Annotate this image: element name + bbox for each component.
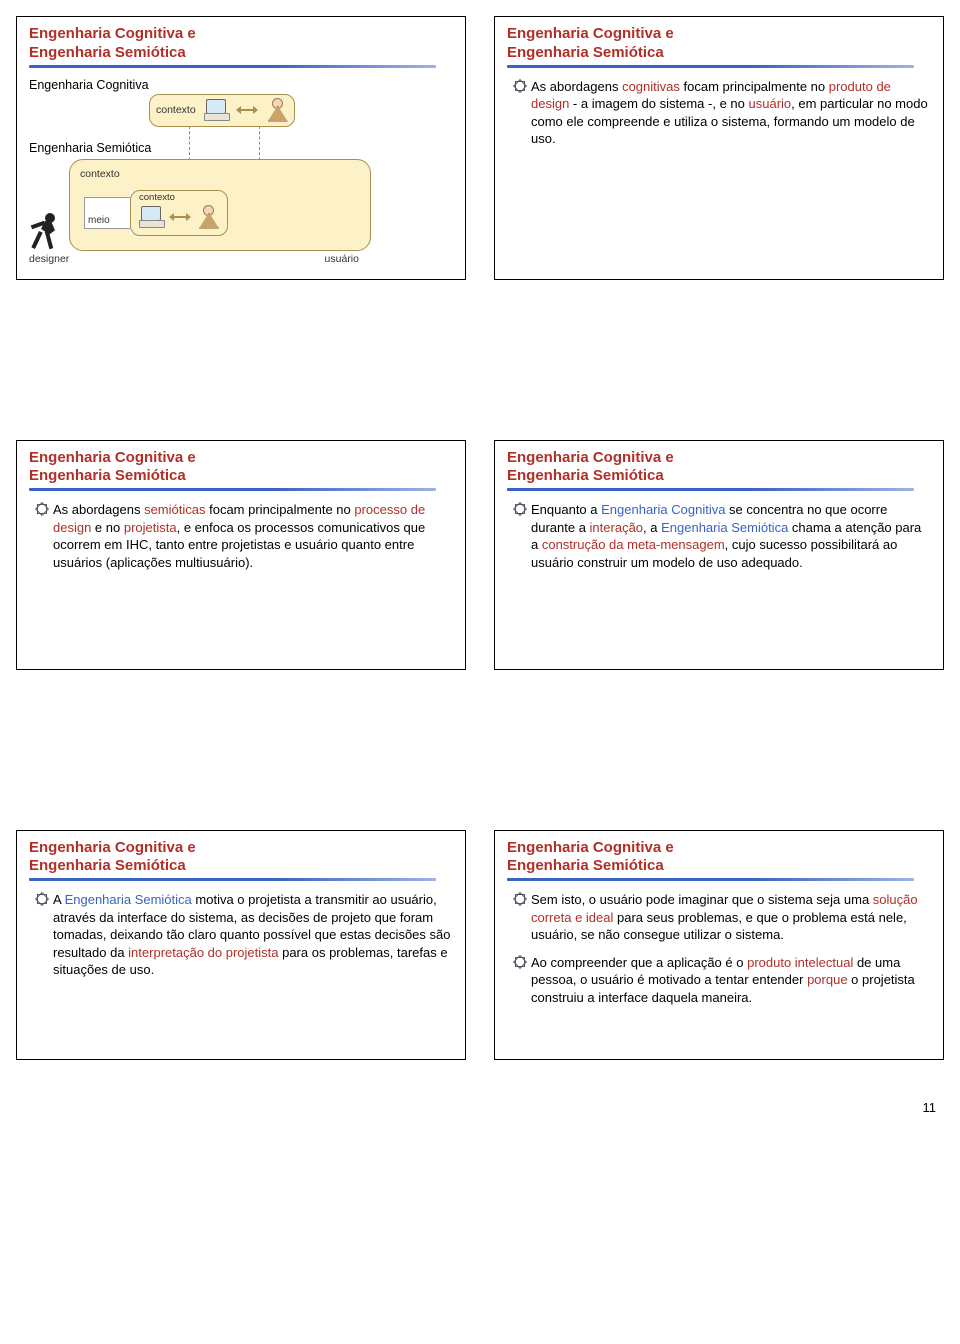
title-line2: Engenharia Semiótica bbox=[507, 44, 664, 61]
person-icon bbox=[197, 205, 219, 229]
double-arrow-icon bbox=[169, 213, 191, 221]
title-line2: Engenharia Semiótica bbox=[29, 467, 186, 484]
title-line1: Engenharia Cognitiva e bbox=[507, 25, 674, 42]
slide-title: Engenharia Cognitiva e Engenharia Semiót… bbox=[29, 839, 453, 877]
bullet-text: As abordagens semióticas focam principal… bbox=[53, 501, 453, 571]
bullet-icon bbox=[515, 957, 525, 967]
title-underline bbox=[507, 488, 914, 491]
bullet-icon bbox=[515, 894, 525, 904]
title-underline bbox=[29, 488, 436, 491]
double-arrow-icon bbox=[236, 106, 258, 114]
context-label: contexto bbox=[80, 168, 360, 180]
label-cognitiva: Engenharia Cognitiva bbox=[29, 78, 453, 92]
bullet-icon bbox=[37, 504, 47, 514]
slide-6: Engenharia Cognitiva e Engenharia Semiót… bbox=[494, 830, 944, 1060]
bullet-text: Enquanto a Engenharia Cognitiva se conce… bbox=[531, 501, 931, 571]
bullet-item: Ao compreender que a aplicação é o produ… bbox=[515, 954, 931, 1007]
bullet-text: As abordagens cognitivas focam principal… bbox=[531, 78, 931, 148]
bullet-text: Ao compreender que a aplicação é o produ… bbox=[531, 954, 931, 1007]
bullet-icon bbox=[515, 81, 525, 91]
runner-icon bbox=[29, 213, 63, 251]
semiotica-row: contexto meio contexto bbox=[29, 159, 453, 251]
slide-5: Engenharia Cognitiva e Engenharia Semiót… bbox=[16, 830, 466, 1060]
slide-3: Engenharia Cognitiva e Engenharia Semiót… bbox=[16, 440, 466, 670]
title-line2: Engenharia Semiótica bbox=[507, 467, 664, 484]
title-line1: Engenharia Cognitiva e bbox=[29, 25, 196, 42]
label-semiotica: Engenharia Semiótica bbox=[29, 141, 453, 155]
title-underline bbox=[29, 878, 436, 881]
title-underline bbox=[507, 878, 914, 881]
bullet-text: A Engenharia Semiótica motiva o projetis… bbox=[53, 891, 453, 979]
meio-label: meio bbox=[88, 215, 110, 226]
context-label: contexto bbox=[139, 192, 175, 203]
page-number: 11 bbox=[16, 1100, 944, 1115]
slide-title: Engenharia Cognitiva e Engenharia Semiót… bbox=[507, 839, 931, 877]
slide-2: Engenharia Cognitiva e Engenharia Semiót… bbox=[494, 16, 944, 280]
diagram: Engenharia Cognitiva contexto Engenharia… bbox=[29, 78, 453, 265]
inner-context-box: contexto bbox=[130, 190, 228, 236]
slides-grid: Engenharia Cognitiva e Engenharia Semiót… bbox=[16, 16, 944, 1060]
bullet-text: Sem isto, o usuário pode imaginar que o … bbox=[531, 891, 931, 944]
title-line2: Engenharia Semiótica bbox=[29, 44, 186, 61]
context-label: contexto bbox=[156, 104, 196, 116]
slide-title: Engenharia Cognitiva e Engenharia Semiót… bbox=[507, 25, 931, 63]
bullet-item: As abordagens semióticas focam principal… bbox=[37, 501, 453, 571]
outer-context-box: contexto meio contexto bbox=[69, 159, 371, 251]
title-underline bbox=[507, 65, 914, 68]
diagram-bottom-labels: designer usuário bbox=[29, 253, 365, 265]
title-line1: Engenharia Cognitiva e bbox=[29, 839, 196, 856]
designer-label: designer bbox=[29, 253, 69, 265]
title-line1: Engenharia Cognitiva e bbox=[507, 839, 674, 856]
bullet-item: A Engenharia Semiótica motiva o projetis… bbox=[37, 891, 453, 979]
cognitiva-context-box: contexto bbox=[149, 94, 295, 127]
bullet-item: As abordagens cognitivas focam principal… bbox=[515, 78, 931, 148]
bullet-item: Sem isto, o usuário pode imaginar que o … bbox=[515, 891, 931, 944]
title-line2: Engenharia Semiótica bbox=[507, 857, 664, 874]
computer-icon bbox=[204, 99, 228, 121]
slide-title: Engenharia Cognitiva e Engenharia Semiót… bbox=[29, 25, 453, 63]
slide-title: Engenharia Cognitiva e Engenharia Semiót… bbox=[29, 449, 453, 487]
usuario-label: usuário bbox=[325, 253, 359, 265]
title-line2: Engenharia Semiótica bbox=[29, 857, 186, 874]
title-underline bbox=[29, 65, 436, 68]
slide-4: Engenharia Cognitiva e Engenharia Semiót… bbox=[494, 440, 944, 670]
bullet-icon bbox=[515, 504, 525, 514]
slide-title: Engenharia Cognitiva e Engenharia Semiót… bbox=[507, 449, 931, 487]
title-line1: Engenharia Cognitiva e bbox=[29, 449, 196, 466]
title-line1: Engenharia Cognitiva e bbox=[507, 449, 674, 466]
person-icon bbox=[266, 98, 288, 122]
computer-icon bbox=[139, 206, 163, 228]
bullet-icon bbox=[37, 894, 47, 904]
slide-1: Engenharia Cognitiva e Engenharia Semiót… bbox=[16, 16, 466, 280]
bullet-item: Enquanto a Engenharia Cognitiva se conce… bbox=[515, 501, 931, 571]
